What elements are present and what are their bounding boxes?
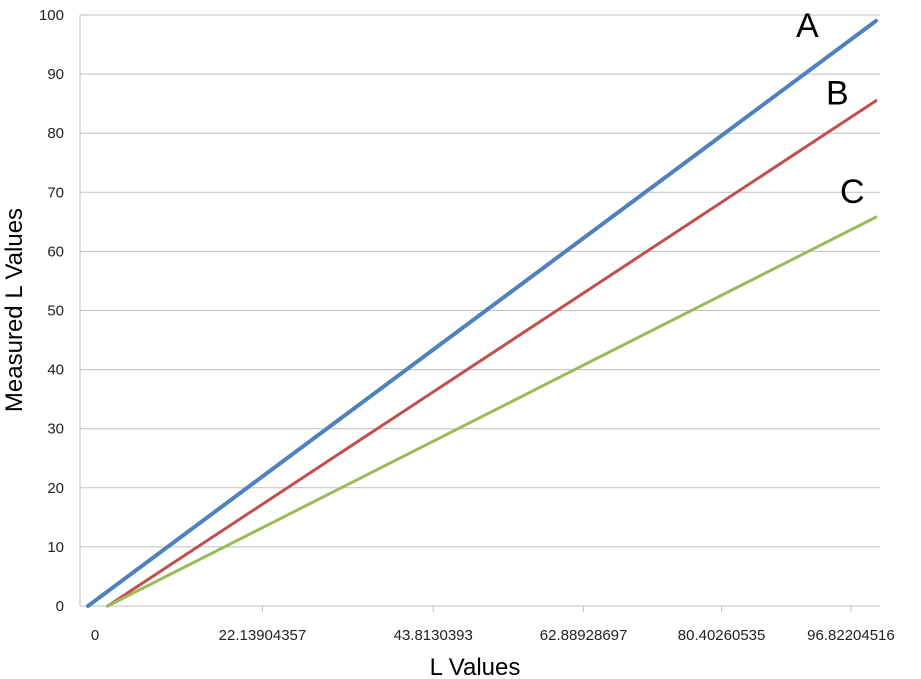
y-axis-title: Measured L Values [1,208,28,412]
series-line-c [106,215,878,608]
x-tick-label: 62.88928697 [540,627,628,644]
y-tick-label: 100 [39,7,64,24]
series-line-b [106,99,878,608]
series-label-c: C [840,173,865,211]
y-tick-label: 10 [47,539,64,556]
x-axis-title: L Values [430,654,521,679]
y-tick-label: 70 [47,184,64,201]
tick-labels: 0 10 20 30 40 50 60 70 80 90 100 0 22.13904357 43.813… [39,7,895,644]
y-tick-label: 20 [47,480,64,497]
x-tick-label: 80.40260535 [678,627,766,644]
x-tick-label: 0 [91,627,99,644]
y-tick-label: 50 [47,303,64,320]
y-tick-label: 90 [47,66,64,83]
series-label-b: B [826,75,849,113]
series-label-a: A [796,7,819,45]
x-tick-label: 43.8130393 [394,627,473,644]
x-tick-label: 22.13904357 [219,627,307,644]
gridlines [79,14,880,612]
series-line-a [86,18,878,608]
y-tick-label: 80 [47,125,64,142]
x-tick-label: 96.82204516 [807,627,895,644]
y-tick-label: 30 [47,421,64,438]
y-tick-label: 0 [56,598,64,615]
series-lines [86,18,878,608]
y-tick-label: 60 [47,243,64,260]
series-tags: AB C [796,7,865,211]
y-tick-label: 40 [47,362,64,379]
